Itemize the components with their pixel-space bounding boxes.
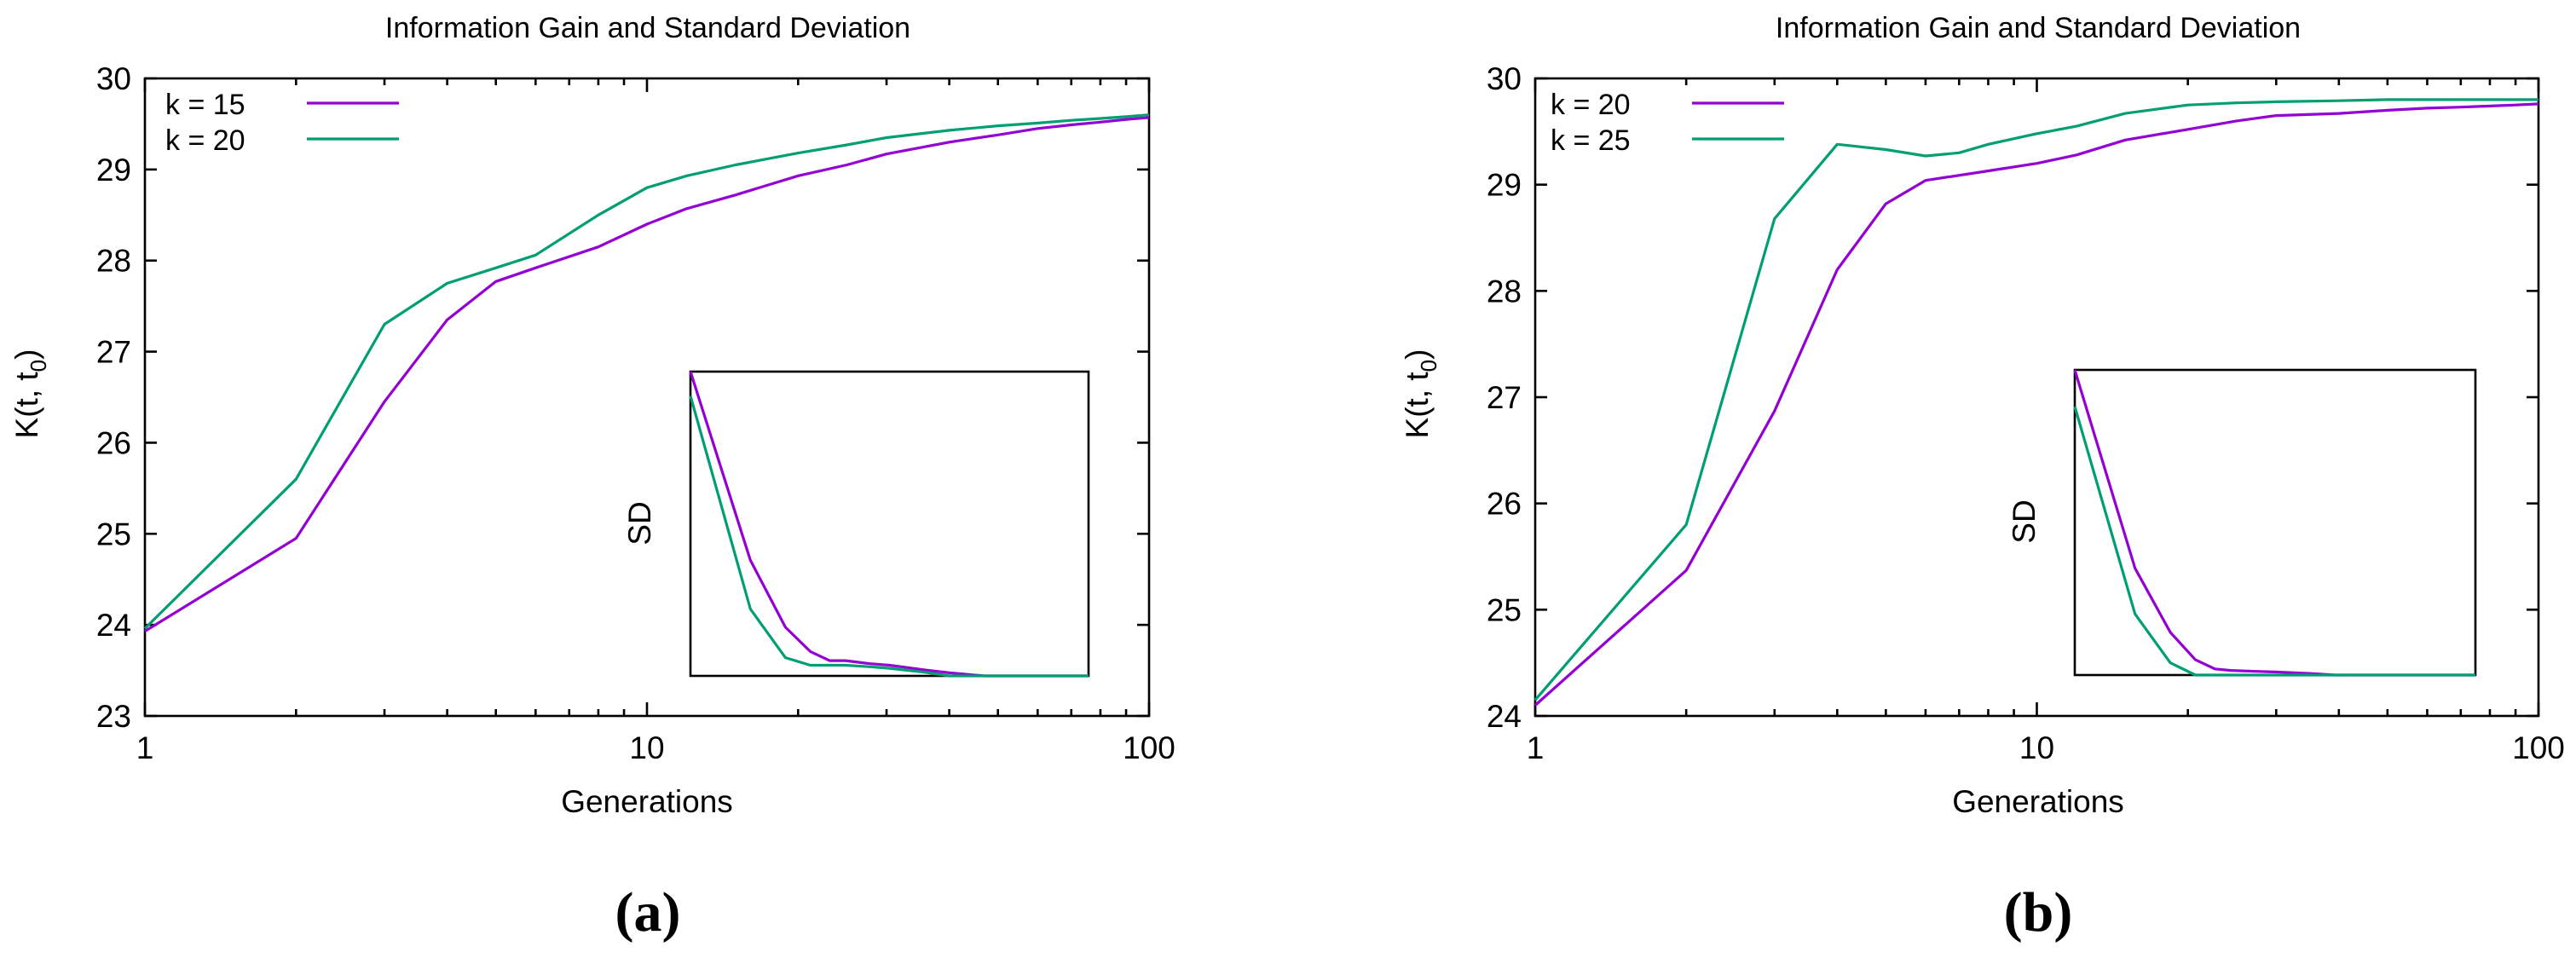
- y-tick-label: 24: [1487, 699, 1522, 734]
- x-axis-label: Generations: [1952, 784, 2124, 819]
- y-axis-ticks: 23 24 25 26 27 28 29 30: [96, 61, 1149, 734]
- y-tick-label: 28: [96, 244, 131, 279]
- legend: k = 20 k = 25: [1551, 89, 1784, 157]
- chart-title: Information Gain and Standard Deviation: [1776, 12, 2301, 44]
- inset-series-group: [689, 371, 1089, 678]
- y-tick-label: 23: [96, 699, 131, 734]
- series-line-k=15: [144, 116, 1150, 632]
- panel-caption: (b): [2004, 881, 2073, 944]
- y-tick-label: 28: [1487, 274, 1522, 309]
- series-line-k=20: [143, 113, 1150, 630]
- inset-y-label: SD: [2007, 499, 2042, 543]
- inset-line-k=20: [2073, 369, 2475, 677]
- sd-inset: SD: [622, 370, 1090, 678]
- y-tick-label: 26: [96, 425, 131, 460]
- series-group: [143, 113, 1150, 632]
- x-tick-label: 1: [1527, 730, 1545, 765]
- legend-label-1: k = 15: [165, 89, 245, 121]
- y-axis-label-end: ): [1400, 349, 1435, 360]
- x-tick-label: 10: [629, 730, 664, 765]
- y-axis-ticks: 24 25 26 27 28 29 30: [1487, 61, 2538, 734]
- series-line-k=25: [1533, 98, 2538, 701]
- y-axis-label-subscript: 0: [1416, 360, 1441, 372]
- x-tick-label: 100: [2512, 730, 2565, 765]
- x-axis-ticks: 1 10 100: [136, 78, 1175, 765]
- panel-caption: (a): [615, 881, 681, 944]
- legend-label-2: k = 25: [1551, 124, 1631, 157]
- y-tick-label: 25: [96, 517, 131, 551]
- chart-a-svg: Information Gain and Standard Deviation …: [9, 12, 1175, 944]
- y-axis-label-main: K(t, t: [1400, 372, 1435, 439]
- inset-line-k=20: [689, 395, 1089, 678]
- y-axis-label-end: ): [9, 349, 44, 360]
- y-tick-label: 30: [96, 61, 131, 96]
- chart-panel-a: Information Gain and Standard Deviation …: [9, 12, 1175, 944]
- plot-frame: [1533, 77, 2540, 718]
- x-tick-label: 1: [136, 730, 154, 765]
- inset-line-k=25: [2073, 406, 2475, 677]
- x-axis-ticks: 1 10 100: [1527, 78, 2565, 765]
- chart-title: Information Gain and Standard Deviation: [385, 12, 910, 44]
- y-tick-label: 30: [1487, 61, 1522, 96]
- x-axis-label: Generations: [561, 784, 733, 819]
- y-axis-label-subscript: 0: [26, 360, 51, 372]
- inset-y-label: SD: [622, 501, 657, 545]
- series-group: [1533, 98, 2539, 707]
- inset-frame: [2073, 368, 2477, 677]
- y-tick-label: 27: [1487, 380, 1522, 415]
- inset-series-group: [2073, 369, 2475, 677]
- y-tick-label: 29: [1487, 168, 1522, 203]
- x-tick-label: 100: [1123, 730, 1175, 765]
- series-line-k=20: [1533, 102, 2539, 707]
- y-tick-label: 29: [96, 153, 131, 188]
- chart-panel-b: Information Gain and Standard Deviation …: [1288, 0, 2576, 958]
- plot-frame: [143, 77, 1151, 718]
- legend-label-1: k = 20: [1551, 89, 1631, 121]
- inset-frame: [689, 370, 1090, 678]
- y-tick-label: 24: [96, 608, 131, 643]
- legend-label-2: k = 20: [165, 124, 245, 157]
- x-tick-label: 10: [2019, 730, 2054, 765]
- y-tick-label: 26: [1487, 487, 1522, 522]
- sd-inset: SD: [2007, 368, 2477, 677]
- y-tick-label: 27: [96, 335, 131, 370]
- y-axis-label: K(t, t0): [1400, 349, 1441, 439]
- y-axis-label-main: K(t, t: [9, 372, 44, 439]
- y-tick-label: 25: [1487, 592, 1522, 627]
- y-axis-label: K(t, t0): [9, 349, 51, 439]
- inset-line-k=15: [689, 371, 1089, 678]
- legend: k = 15 k = 20: [165, 89, 399, 157]
- chart-b-svg: Information Gain and Standard Deviation …: [1400, 12, 2565, 944]
